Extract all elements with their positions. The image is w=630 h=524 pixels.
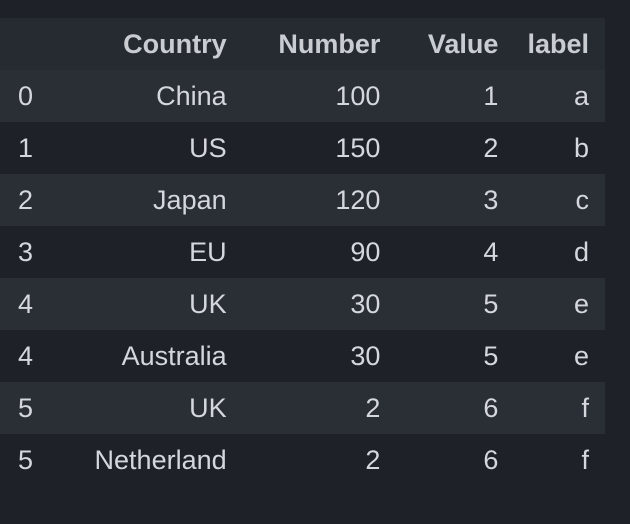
row-index: 5: [0, 382, 54, 434]
cell-value: 1: [381, 70, 500, 122]
row-index: 5: [0, 434, 54, 486]
cell-value: 6: [381, 382, 500, 434]
cell-label: b: [499, 122, 605, 174]
row-index: 0: [0, 70, 54, 122]
dataframe-table: Country Number Value label 0 China 100 1…: [0, 18, 605, 486]
cell-value: 5: [381, 330, 500, 382]
cell-value: 6: [381, 434, 500, 486]
table-row: 4 Australia 30 5 e: [0, 330, 605, 382]
table-row: 4 UK 30 5 e: [0, 278, 605, 330]
cell-value: 2: [381, 122, 500, 174]
column-header-label: label: [499, 18, 605, 70]
row-index: 2: [0, 174, 54, 226]
cell-label: a: [499, 70, 605, 122]
cell-number: 90: [227, 226, 382, 278]
row-index: 3: [0, 226, 54, 278]
column-header-country: Country: [53, 18, 228, 70]
row-index: 1: [0, 122, 54, 174]
cell-label: d: [499, 226, 605, 278]
cell-number: 100: [227, 70, 382, 122]
row-index: 4: [0, 330, 54, 382]
cell-value: 3: [381, 174, 500, 226]
cell-number: 150: [227, 122, 382, 174]
cell-country: Netherland: [53, 434, 228, 486]
cell-number: 120: [227, 174, 382, 226]
table-row: 0 China 100 1 a: [0, 70, 605, 122]
cell-number: 30: [227, 330, 382, 382]
cell-country: EU: [53, 226, 228, 278]
cell-label: f: [499, 382, 605, 434]
cell-country: China: [53, 70, 228, 122]
table-row: 5 Netherland 2 6 f: [0, 434, 605, 486]
cell-number: 2: [227, 434, 382, 486]
cell-value: 5: [381, 278, 500, 330]
cell-label: e: [499, 330, 605, 382]
table-row: 5 UK 2 6 f: [0, 382, 605, 434]
column-header-number: Number: [227, 18, 382, 70]
cell-label: c: [499, 174, 605, 226]
table-row: 3 EU 90 4 d: [0, 226, 605, 278]
cell-label: f: [499, 434, 605, 486]
cell-country: UK: [53, 382, 228, 434]
row-index: 4: [0, 278, 54, 330]
cell-country: Australia: [53, 330, 228, 382]
header-row: Country Number Value label: [0, 18, 605, 70]
cell-country: US: [53, 122, 228, 174]
cell-value: 4: [381, 226, 500, 278]
column-header-value: Value: [381, 18, 500, 70]
cell-label: e: [499, 278, 605, 330]
index-header: [0, 18, 54, 70]
cell-number: 30: [227, 278, 382, 330]
cell-country: Japan: [53, 174, 228, 226]
table-row: 2 Japan 120 3 c: [0, 174, 605, 226]
cell-number: 2: [227, 382, 382, 434]
cell-country: UK: [53, 278, 228, 330]
table-row: 1 US 150 2 b: [0, 122, 605, 174]
